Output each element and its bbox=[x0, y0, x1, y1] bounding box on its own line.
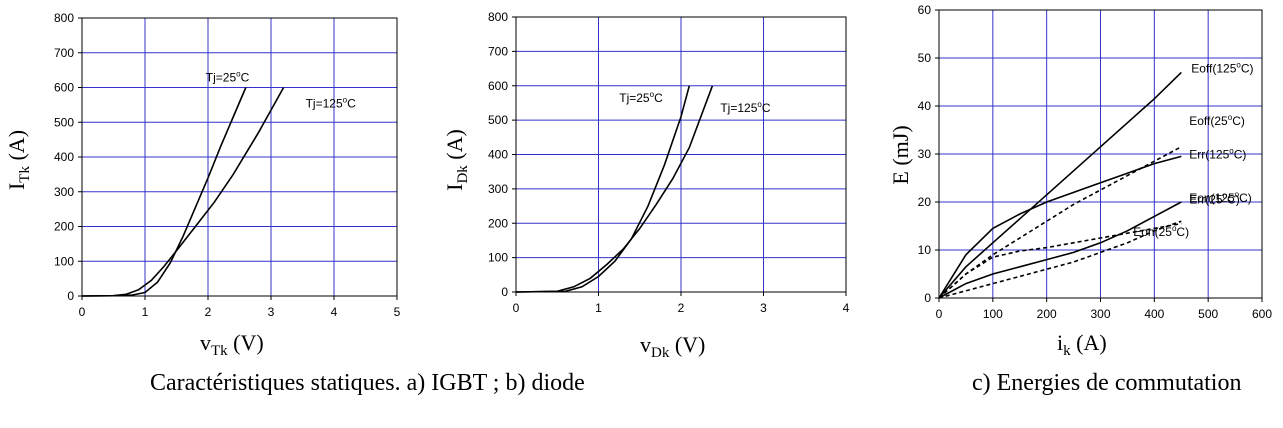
y-axis-label: E (mJ) bbox=[888, 125, 913, 184]
series-label: Err(125oC) bbox=[1189, 146, 1246, 161]
y-axis-label: IDk (A) bbox=[442, 129, 471, 191]
x-tick-label: 100 bbox=[983, 307, 1003, 321]
series-label: Tj=25oC bbox=[619, 90, 663, 105]
series-label: Eon(125oC) bbox=[1189, 190, 1252, 205]
x-tick-label: 4 bbox=[843, 301, 850, 315]
y-tick-label: 0 bbox=[501, 285, 508, 299]
x-tick-label: 1 bbox=[142, 305, 149, 319]
caption-static-characteristics: Caractéristiques statiques. a) IGBT ; b)… bbox=[150, 370, 585, 396]
series-line bbox=[938, 220, 1182, 299]
x-tick-label: 0 bbox=[513, 301, 520, 315]
series-line bbox=[515, 85, 714, 293]
y-tick-label: 200 bbox=[54, 220, 74, 234]
series-line bbox=[938, 146, 1182, 299]
x-axis-label: vDk (V) bbox=[640, 332, 705, 361]
x-tick-label: 300 bbox=[1090, 307, 1110, 321]
y-tick-label: 400 bbox=[54, 150, 74, 164]
y-tick-label: 600 bbox=[54, 81, 74, 95]
y-tick-label: 800 bbox=[54, 11, 74, 25]
x-axis-label: ik (A) bbox=[1057, 330, 1107, 359]
x-tick-label: 500 bbox=[1198, 307, 1218, 321]
series-label: Eoff(25oC) bbox=[1189, 113, 1245, 128]
x-tick-label: 3 bbox=[268, 305, 275, 319]
y-tick-label: 0 bbox=[67, 289, 74, 303]
y-tick-label: 60 bbox=[918, 3, 932, 17]
y-tick-label: 500 bbox=[488, 113, 508, 127]
x-tick-label: 400 bbox=[1144, 307, 1164, 321]
y-tick-label: 10 bbox=[918, 243, 932, 257]
x-tick-label: 2 bbox=[205, 305, 212, 319]
y-tick-label: 800 bbox=[488, 10, 508, 24]
x-tick-label: 1 bbox=[595, 301, 602, 315]
chart-diode-static: 0 1 2 3 4 0 100 200 300 400 500 600 700 800 vDk (V) IDk… bbox=[442, 10, 850, 361]
series-line bbox=[81, 87, 285, 297]
y-tick-label: 100 bbox=[54, 254, 74, 268]
series-label: Tj=125oC bbox=[720, 100, 770, 115]
x-axis-label: vTk (V) bbox=[200, 330, 264, 359]
series-line bbox=[938, 201, 1182, 299]
x-tick-label: 200 bbox=[1037, 307, 1057, 321]
y-tick-label: 200 bbox=[488, 216, 508, 230]
x-tick-label: 2 bbox=[678, 301, 685, 315]
chart-switching-energies: 0 100 200 300 400 500 600 0 10 20 30 40 50 60 ik (A) E … bbox=[888, 3, 1272, 359]
y-tick-label: 700 bbox=[488, 44, 508, 58]
series-line bbox=[938, 155, 1182, 299]
y-tick-label: 600 bbox=[488, 79, 508, 93]
y-tick-label: 40 bbox=[918, 99, 932, 113]
y-tick-label: 400 bbox=[488, 148, 508, 162]
series-label: Eon(25oC) bbox=[1133, 224, 1189, 239]
x-tick-label: 0 bbox=[79, 305, 86, 319]
y-tick-label: 50 bbox=[918, 51, 932, 65]
x-tick-label: 600 bbox=[1252, 307, 1272, 321]
series-line bbox=[938, 71, 1182, 299]
x-tick-label: 3 bbox=[760, 301, 767, 315]
x-tick-label: 5 bbox=[394, 305, 401, 319]
series-line bbox=[938, 222, 1182, 299]
y-tick-label: 300 bbox=[54, 185, 74, 199]
y-tick-label: 300 bbox=[488, 182, 508, 196]
y-axis-label: ITk (A) bbox=[4, 130, 33, 190]
y-tick-label: 30 bbox=[918, 147, 932, 161]
x-tick-label: 4 bbox=[331, 305, 338, 319]
y-tick-label: 100 bbox=[488, 251, 508, 265]
caption-switching-energies: c) Energies de commutation bbox=[972, 370, 1242, 396]
y-tick-label: 500 bbox=[54, 115, 74, 129]
y-tick-label: 20 bbox=[918, 195, 932, 209]
series-label: Err(25oC) bbox=[1189, 192, 1239, 207]
y-tick-label: 0 bbox=[924, 291, 931, 305]
y-tick-label: 700 bbox=[54, 46, 74, 60]
series-label: Tj=125oC bbox=[306, 96, 356, 111]
series-label: Tj=25oC bbox=[206, 70, 250, 85]
series-label: Eoff(125oC) bbox=[1191, 60, 1253, 75]
x-tick-label: 0 bbox=[936, 307, 943, 321]
chart-igbt-static: 0 1 2 3 4 5 0 100 200 300 400 500 600 700 800 vTk (V) IT… bbox=[4, 11, 401, 359]
